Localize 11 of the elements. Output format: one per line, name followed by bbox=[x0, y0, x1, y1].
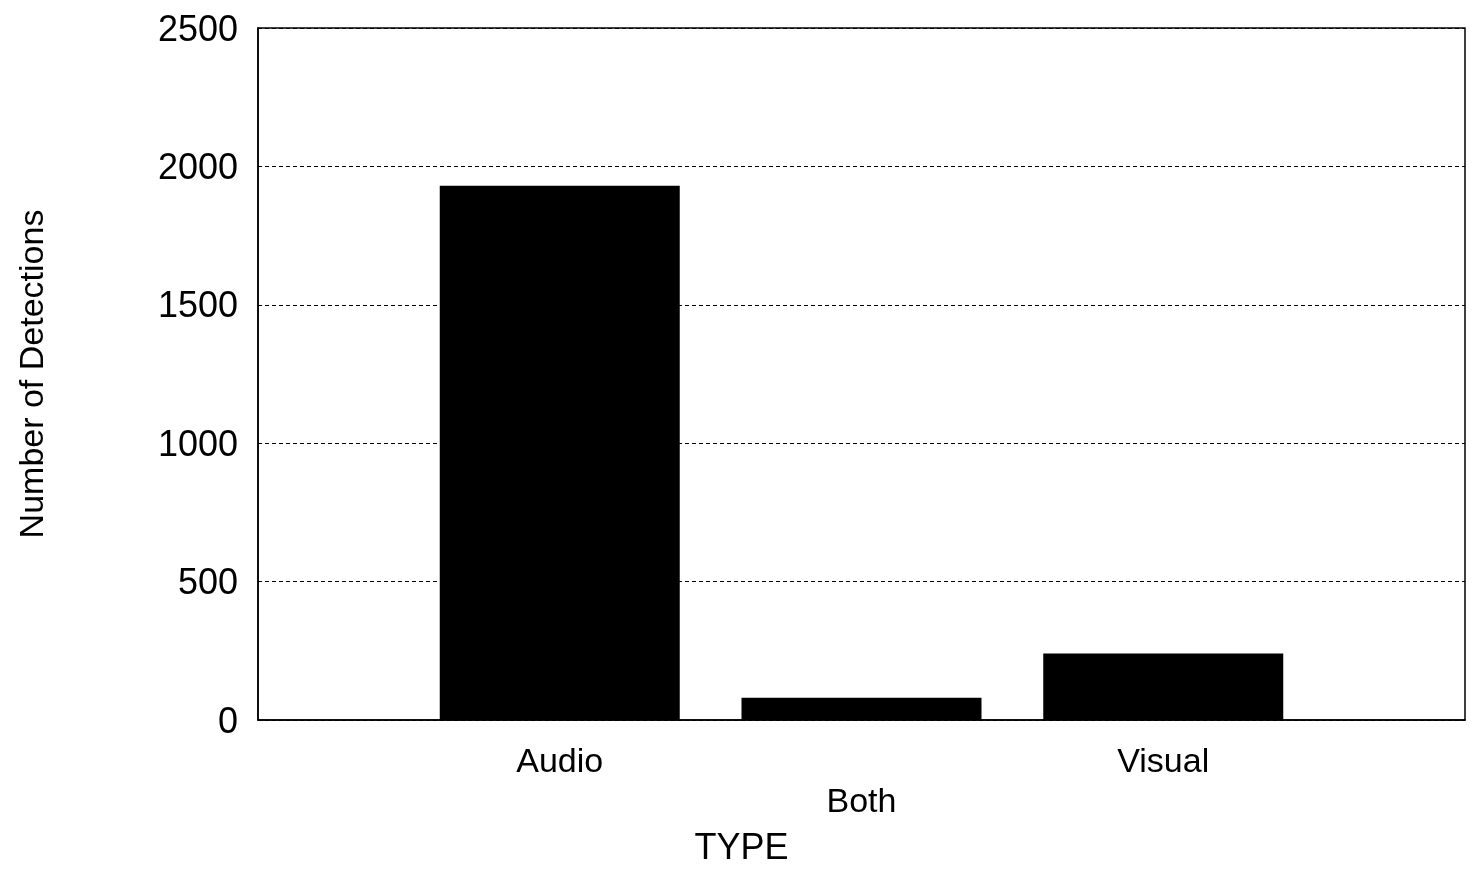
x-tick-label: Both bbox=[826, 781, 897, 819]
x-tick-label: Visual bbox=[1117, 741, 1210, 779]
x-tick-label: Audio bbox=[516, 741, 604, 779]
y-tick-label: 1000 bbox=[157, 422, 238, 464]
y-tick-label: 500 bbox=[177, 561, 238, 603]
y-tick-label: 1500 bbox=[157, 284, 238, 326]
y-tick-label: 2000 bbox=[157, 145, 238, 187]
y-tick-label: 2500 bbox=[157, 7, 238, 49]
x-axis-title: TYPE bbox=[694, 825, 789, 867]
y-tick-label: 0 bbox=[217, 699, 238, 741]
y-axis-title: Number of Detections bbox=[12, 209, 50, 539]
